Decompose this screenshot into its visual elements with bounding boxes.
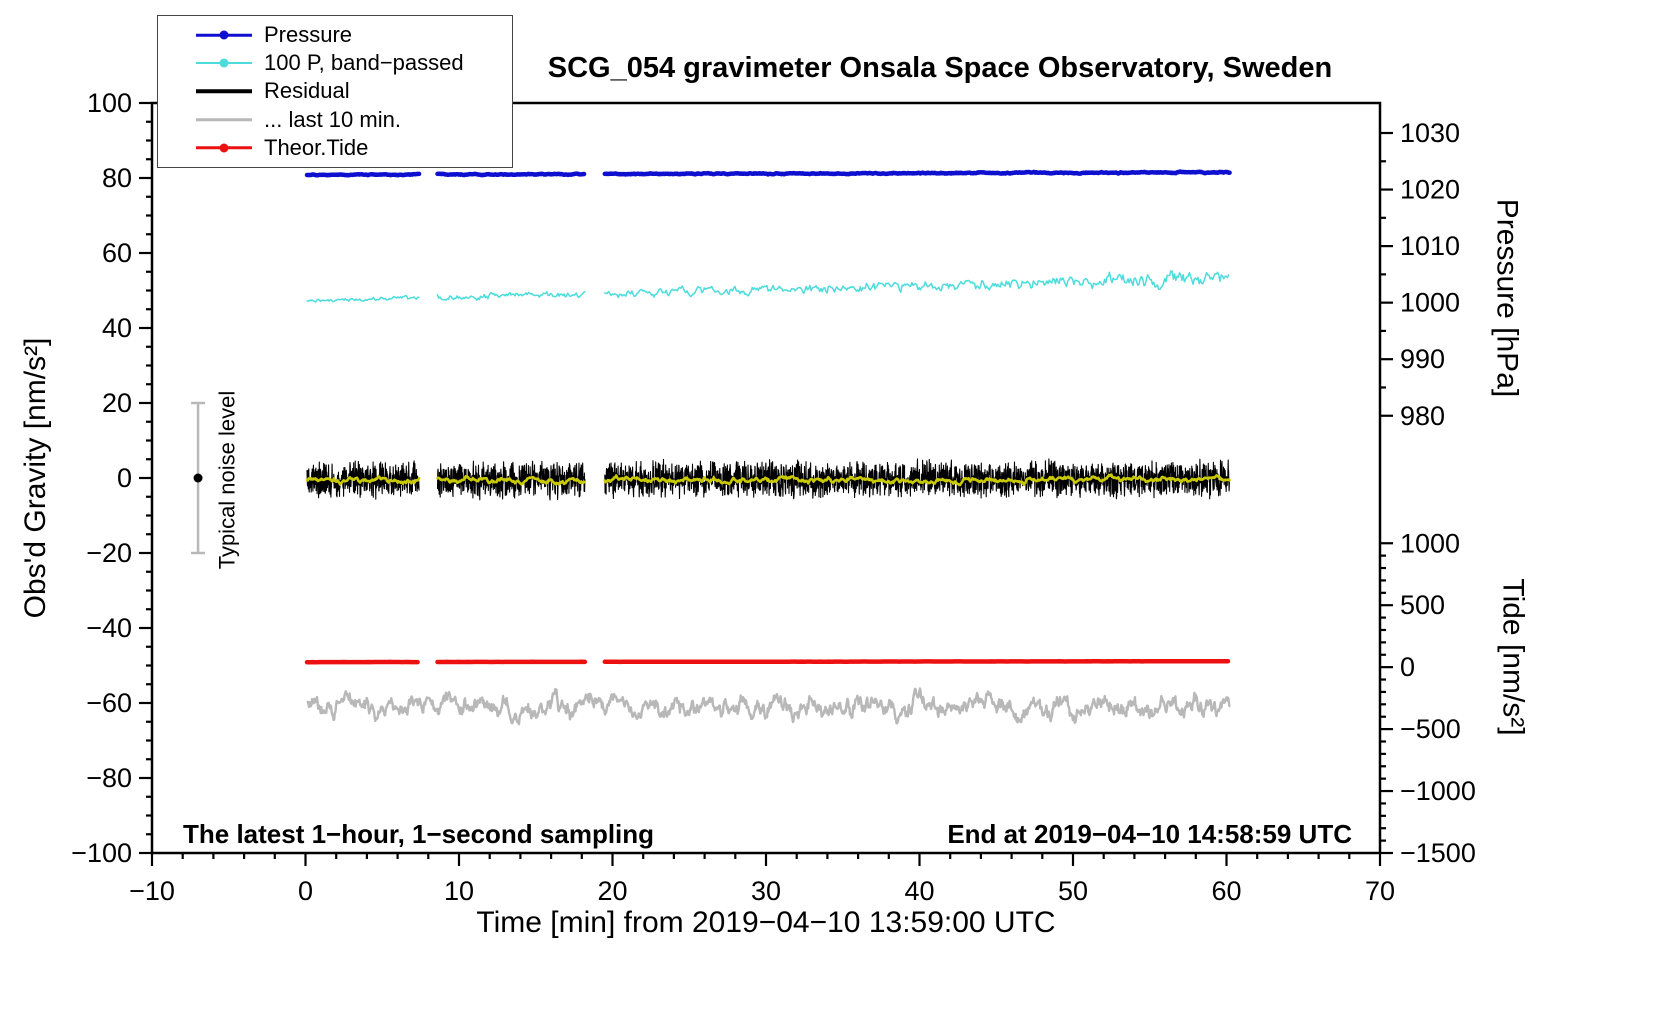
svg-text:990: 990 [1400,344,1445,374]
svg-text:60: 60 [1211,876,1241,906]
end-time-note: End at 2019−04−10 14:58:59 UTC [947,819,1352,849]
tide-axis-label: Tide [nm/s²] [1496,578,1530,736]
svg-text:−80: −80 [86,763,132,793]
svg-text:70: 70 [1365,876,1395,906]
svg-text:0: 0 [298,876,313,906]
legend-item-pressure: Pressure [158,22,512,48]
svg-text:100: 100 [87,88,132,118]
svg-text:−20: −20 [86,538,132,568]
svg-text:−1000: −1000 [1400,776,1476,806]
pressure-line-swatch [196,22,252,48]
svg-text:500: 500 [1400,590,1445,620]
chart-title: SCG_054 gravimeter Onsala Space Observat… [547,52,1333,84]
svg-text:40: 40 [102,313,132,343]
svg-text:1010: 1010 [1400,231,1460,261]
legend-item-theortide: Theor.Tide [158,135,512,161]
svg-text:0: 0 [1400,652,1415,682]
residual-line-swatch [196,78,252,104]
legend-item-residual: Residual [158,78,512,104]
pressure-axis-label: Pressure [hPa] [1490,198,1524,398]
legend: Pressure 100 P, band−passed Residual ...… [157,15,513,168]
svg-text:−100: −100 [71,838,132,868]
legend-item-last10min: ... last 10 min. [158,107,512,133]
svg-text:0: 0 [117,463,132,493]
svg-text:−60: −60 [86,688,132,718]
svg-text:−40: −40 [86,613,132,643]
svg-text:40: 40 [904,876,934,906]
svg-text:10: 10 [444,876,474,906]
svg-text:980: 980 [1400,401,1445,431]
svg-text:−500: −500 [1400,714,1461,744]
last10min-line-swatch [196,107,252,133]
svg-text:60: 60 [102,238,132,268]
svg-text:20: 20 [102,388,132,418]
bandpassed-line-swatch [196,50,252,76]
legend-item-bandpassed: 100 P, band−passed [158,50,512,76]
svg-text:30: 30 [751,876,781,906]
x-axis-label: Time [min] from 2019−04−10 13:59:00 UTC [476,906,1056,939]
svg-text:20: 20 [597,876,627,906]
noise-level-label: Typical noise level [214,390,240,570]
svg-text:1030: 1030 [1400,118,1460,148]
svg-text:1000: 1000 [1400,288,1460,318]
svg-text:80: 80 [102,163,132,193]
legend-label: Residual [264,78,350,104]
svg-text:−10: −10 [129,876,175,906]
svg-text:1000: 1000 [1400,528,1460,558]
legend-label: Pressure [264,22,353,48]
svg-text:50: 50 [1058,876,1088,906]
svg-text:1020: 1020 [1400,175,1460,205]
legend-label: Theor.Tide [264,134,369,160]
legend-label: 100 P, band−passed [264,50,464,76]
sampling-note: The latest 1−hour, 1−second sampling [183,819,655,849]
y-left-axis-label: Obs'd Gravity [nm/s²] [18,337,52,619]
theortide-line-swatch [196,135,252,161]
legend-label: ... last 10 min. [264,106,401,132]
svg-text:−1500: −1500 [1400,838,1476,868]
